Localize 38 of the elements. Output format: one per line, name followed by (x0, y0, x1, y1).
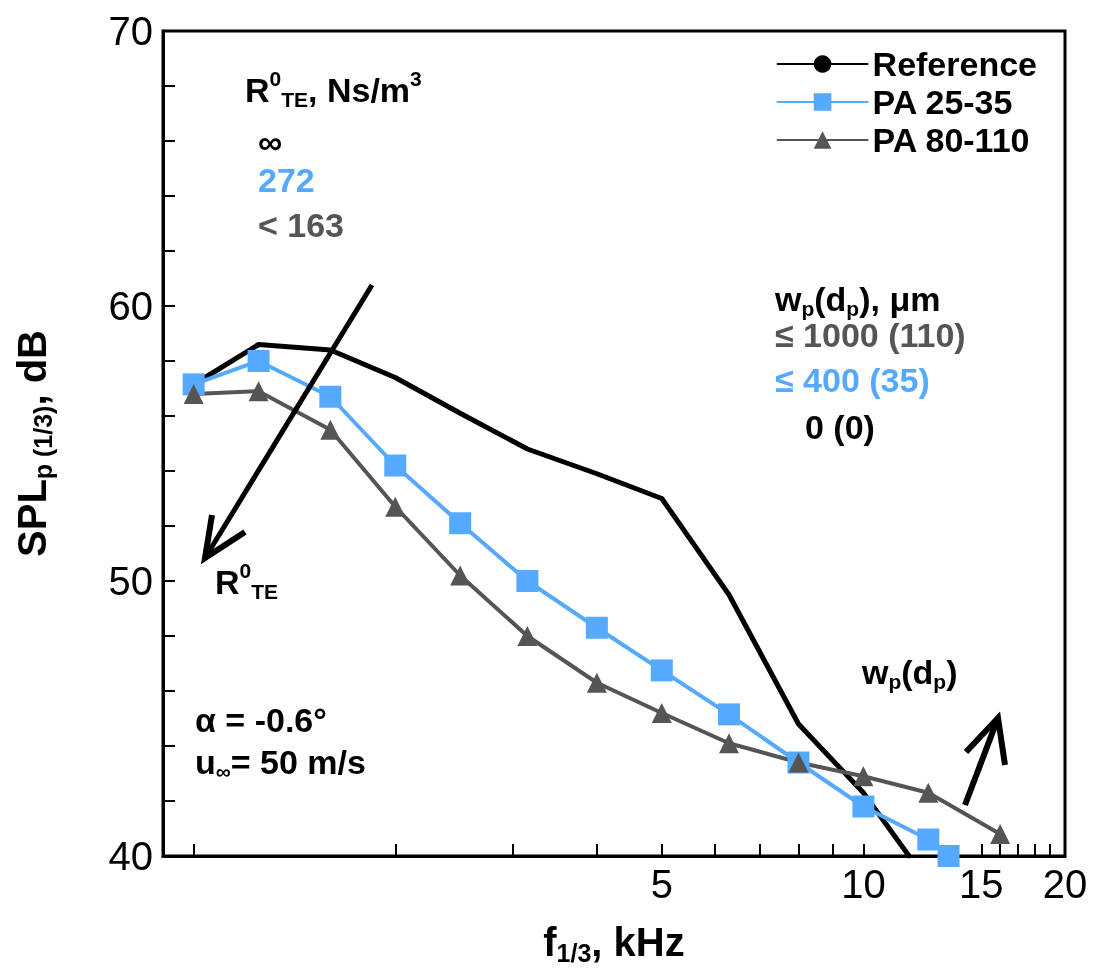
point (183, 384, 204, 404)
annotation: α = -0.6° (195, 701, 327, 739)
point (516, 570, 539, 592)
x-tick-label: 20 (1042, 862, 1088, 906)
y-tick-label: 40 (108, 834, 153, 878)
x-tick-label: 10 (841, 862, 886, 906)
point (852, 795, 875, 818)
y-tick-label: 60 (108, 284, 153, 328)
point (918, 782, 939, 803)
point (719, 733, 739, 754)
annotation: ∞ (258, 123, 283, 161)
point (853, 766, 874, 787)
y-tick-label: 50 (108, 559, 153, 603)
x-tick-label: 5 (650, 862, 673, 906)
point (248, 381, 269, 402)
point (384, 454, 407, 477)
point (449, 512, 472, 535)
annotation: u∞= 50 m/s (195, 743, 366, 783)
annotation: 0 (0) (805, 408, 875, 446)
annotation: ≤ 400 (35) (775, 361, 930, 399)
y-tick-label: 70 (108, 9, 153, 53)
legend-label: PA 25-35 (872, 83, 1013, 121)
legend-label: PA 80-110 (872, 121, 1030, 159)
point (517, 626, 538, 646)
point (385, 496, 406, 517)
point (247, 350, 270, 372)
point (651, 703, 672, 723)
x-tick-label: 15 (959, 862, 1004, 906)
point (586, 672, 607, 693)
annotation: 272 (258, 161, 315, 199)
point (718, 703, 740, 726)
legend-label: Reference (872, 45, 1037, 83)
point (917, 828, 940, 851)
point (450, 565, 471, 586)
y-axis-title: SPLp (1/3), dB (9, 330, 57, 557)
point (585, 616, 608, 639)
annotation: < 163 (258, 206, 345, 244)
point (650, 659, 673, 682)
